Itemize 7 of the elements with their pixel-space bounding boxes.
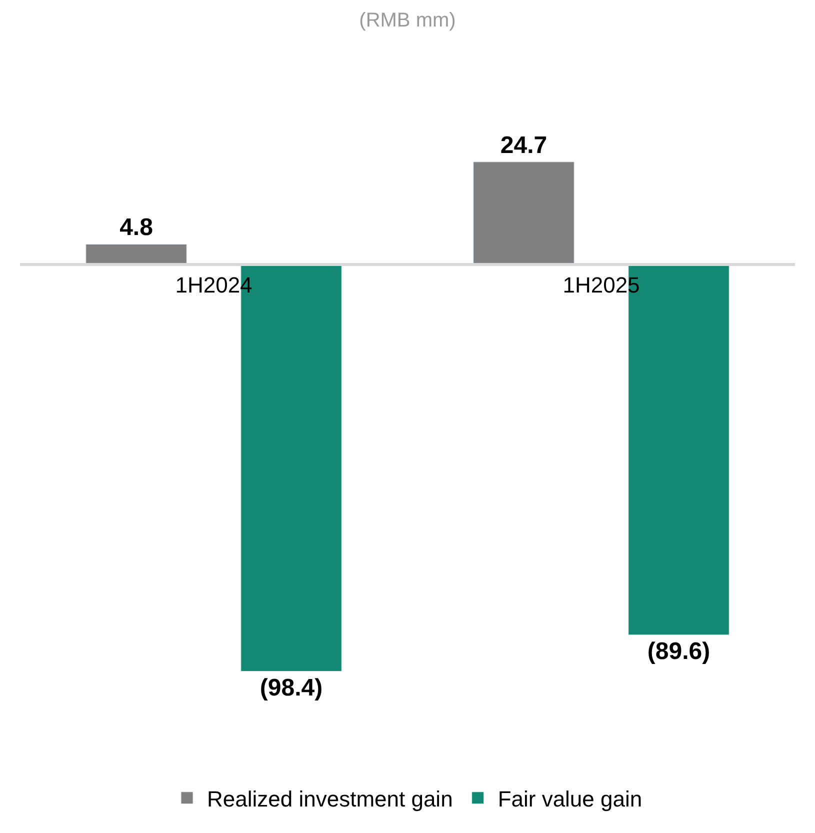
data-label: (89.6) (647, 638, 710, 665)
legend-label: Realized investment gain (207, 786, 453, 812)
legend-label: Fair value gain (498, 786, 642, 812)
data-label: 24.7 (500, 132, 548, 159)
chart-title: (RMB mm) (359, 9, 456, 32)
data-label: (98.4) (260, 674, 323, 702)
data-label: 4.8 (120, 214, 153, 242)
